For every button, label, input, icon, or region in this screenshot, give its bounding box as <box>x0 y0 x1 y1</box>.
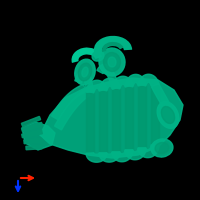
Polygon shape <box>86 80 107 93</box>
Polygon shape <box>151 85 159 145</box>
Polygon shape <box>26 145 42 150</box>
Polygon shape <box>138 74 159 86</box>
Polygon shape <box>112 76 133 89</box>
Ellipse shape <box>92 51 104 61</box>
Ellipse shape <box>155 142 169 154</box>
Polygon shape <box>99 152 120 162</box>
Ellipse shape <box>157 102 179 128</box>
Ellipse shape <box>75 59 95 85</box>
Polygon shape <box>22 130 42 138</box>
Polygon shape <box>21 122 43 132</box>
Polygon shape <box>86 92 94 153</box>
Polygon shape <box>97 64 119 89</box>
Polygon shape <box>112 150 133 162</box>
Ellipse shape <box>99 48 125 76</box>
Polygon shape <box>86 153 107 162</box>
Polygon shape <box>138 145 159 158</box>
Ellipse shape <box>161 106 175 124</box>
Polygon shape <box>24 138 42 144</box>
Polygon shape <box>55 89 90 130</box>
Ellipse shape <box>78 63 92 81</box>
Polygon shape <box>99 90 107 153</box>
Ellipse shape <box>151 139 173 157</box>
Polygon shape <box>125 86 133 150</box>
Polygon shape <box>21 116 41 127</box>
Polygon shape <box>22 122 55 150</box>
Polygon shape <box>112 88 120 152</box>
Polygon shape <box>99 78 120 91</box>
Polygon shape <box>125 74 146 87</box>
Polygon shape <box>138 85 146 148</box>
Polygon shape <box>75 71 93 92</box>
Ellipse shape <box>108 57 116 67</box>
Polygon shape <box>125 148 146 160</box>
Polygon shape <box>151 83 172 111</box>
Ellipse shape <box>103 53 121 71</box>
Ellipse shape <box>82 67 88 77</box>
Polygon shape <box>52 84 87 120</box>
Polygon shape <box>40 78 183 158</box>
